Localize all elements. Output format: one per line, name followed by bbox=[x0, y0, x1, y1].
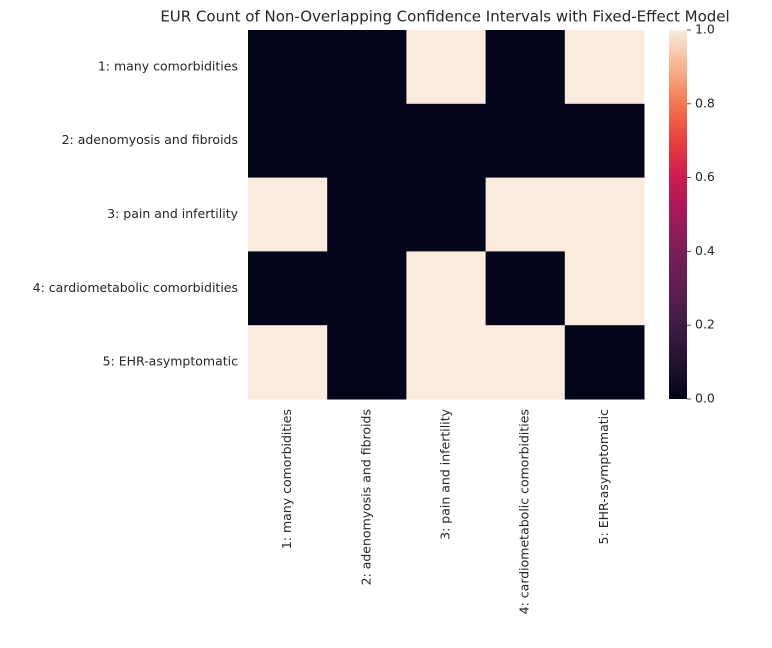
column-tick-label: 5: EHR-asymptomatic bbox=[596, 409, 611, 545]
colorbar-tick-label: 0.8 bbox=[695, 95, 715, 110]
heatmap-cell bbox=[564, 177, 645, 252]
column-tick-label: 4: cardiometabolic comorbidities bbox=[517, 409, 532, 614]
heatmap-cell bbox=[327, 325, 407, 400]
heatmap-cell bbox=[564, 103, 645, 179]
colorbar-tick-label: 0.6 bbox=[695, 169, 715, 184]
heatmap-cell bbox=[248, 103, 328, 179]
row-tick-label: 2: adenomyosis and fibroids bbox=[62, 132, 238, 147]
heatmap-cell bbox=[485, 103, 566, 179]
column-tick-labels: 1: many comorbidities 2: adenomyosis and … bbox=[279, 408, 611, 614]
heatmap-cell bbox=[248, 251, 328, 326]
colorbar-tick-label: 0.0 bbox=[695, 391, 715, 406]
column-tick-label: 3: pain and infertility bbox=[438, 408, 453, 539]
colorbar-tick-label: 1.0 bbox=[695, 22, 715, 37]
heatmap-cell bbox=[248, 177, 328, 252]
colorbar-tick-label: 0.2 bbox=[695, 317, 715, 332]
heatmap-cell bbox=[248, 325, 328, 400]
heatmap-cell bbox=[327, 251, 407, 326]
heatmap-cell bbox=[485, 325, 566, 400]
column-tick-label: 1: many comorbidities bbox=[279, 409, 294, 549]
chart-title: EUR Count of Non-Overlapping Confidence … bbox=[160, 8, 729, 26]
heatmap-cell bbox=[248, 30, 328, 105]
colorbar-ticks: 0.0 0.2 0.4 0.6 0.8 1.0 bbox=[687, 22, 715, 406]
heatmap-cell bbox=[406, 103, 487, 179]
row-tick-label: 1: many comorbidities bbox=[98, 58, 238, 73]
row-tick-label: 3: pain and infertility bbox=[107, 206, 238, 221]
heatmap-cell bbox=[485, 30, 566, 105]
heatmap-cell bbox=[406, 30, 487, 105]
heatmap-cell bbox=[406, 177, 487, 252]
heatmap-cell bbox=[327, 30, 407, 105]
row-tick-labels: 1: many comorbidities 2: adenomyosis and … bbox=[33, 58, 239, 368]
heatmap-cell bbox=[485, 251, 566, 326]
row-tick-label: 4: cardiometabolic comorbidities bbox=[33, 280, 238, 295]
heatmap-cell bbox=[564, 251, 645, 326]
heatmap-cell bbox=[564, 325, 645, 400]
heatmap-cell bbox=[564, 30, 645, 105]
row-tick-label: 5: EHR-asymptomatic bbox=[103, 354, 239, 369]
colorbar: 0.0 0.2 0.4 0.6 0.8 1.0 bbox=[669, 22, 715, 406]
colorbar-gradient bbox=[669, 30, 687, 399]
heatmap-cell bbox=[327, 177, 407, 252]
heatmap-cell bbox=[327, 103, 407, 179]
heatmap-cell bbox=[485, 177, 566, 252]
heatmap-cells bbox=[248, 30, 645, 400]
heatmap-cell bbox=[406, 325, 487, 400]
column-tick-label: 2: adenomyosis and fibroids bbox=[358, 409, 373, 585]
colorbar-tick-label: 0.4 bbox=[695, 243, 715, 258]
heatmap-cell bbox=[406, 251, 487, 326]
